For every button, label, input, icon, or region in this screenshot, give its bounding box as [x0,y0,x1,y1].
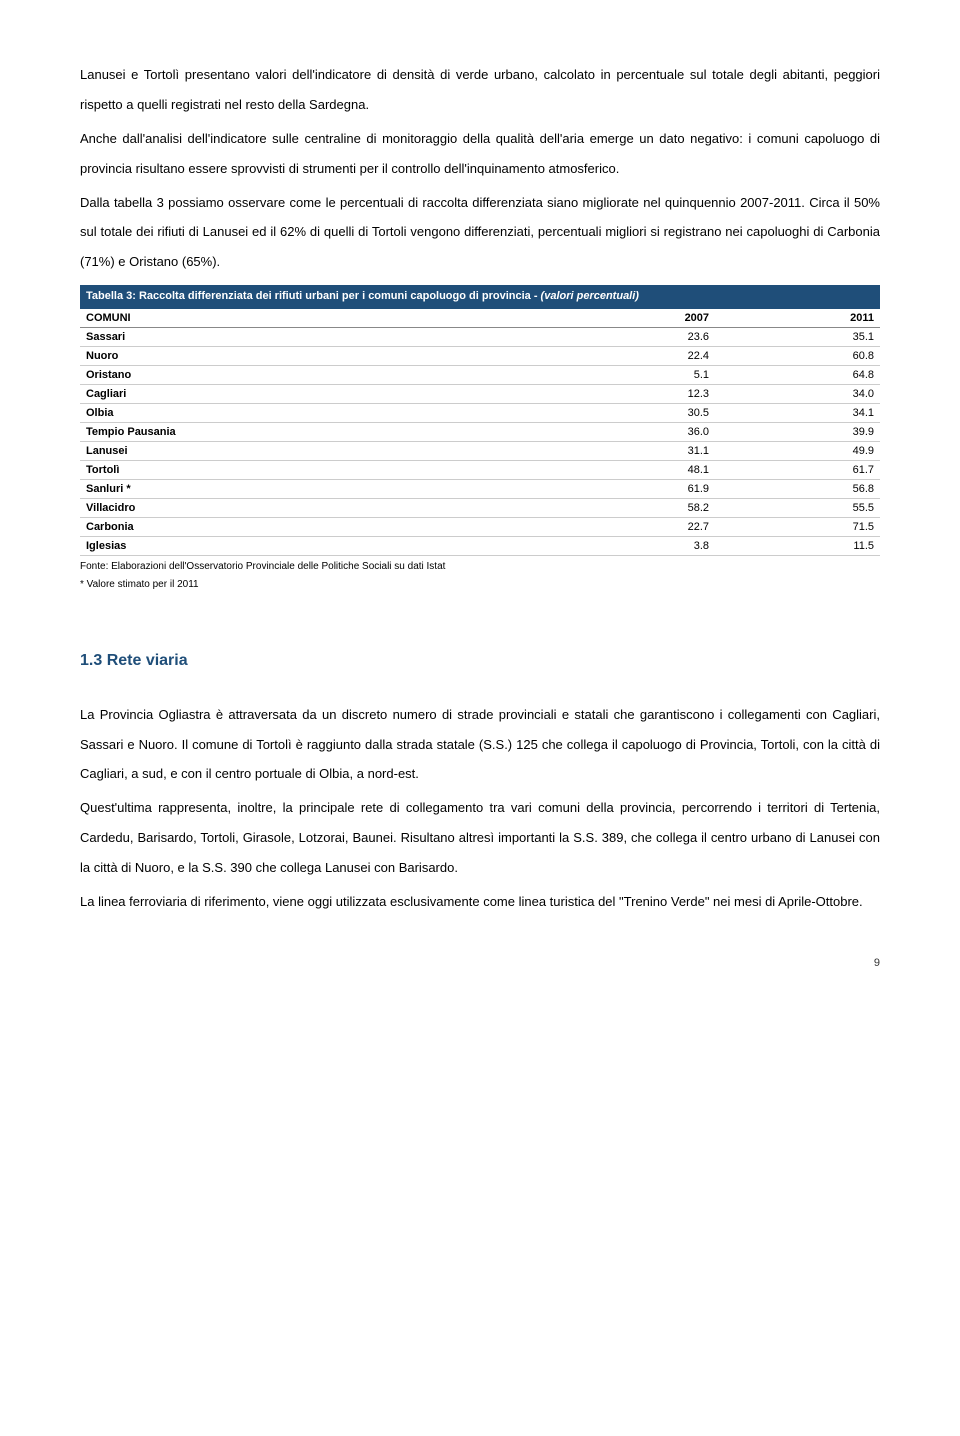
body-paragraph: Lanusei e Tortolì presentano valori dell… [80,60,880,120]
row-label: Cagliari [80,384,547,403]
row-value-2007: 3.8 [547,536,715,555]
row-label: Iglesias [80,536,547,555]
table-header-row: COMUNI 2007 2011 [80,309,880,328]
row-label: Sanluri * [80,479,547,498]
table-row: Carbonia22.771.5 [80,517,880,536]
table-caption: Tabella 3: Raccolta differenziata dei ri… [80,285,880,308]
section-heading: 1.3 Rete viaria [80,652,880,670]
row-value-2007: 5.1 [547,365,715,384]
row-label: Sassari [80,327,547,346]
row-label: Olbia [80,403,547,422]
table-note: * Valore stimato per il 2011 [80,578,880,592]
row-value-2011: 11.5 [715,536,880,555]
row-label: Oristano [80,365,547,384]
row-value-2007: 58.2 [547,498,715,517]
table-row: Sanluri *61.956.8 [80,479,880,498]
row-label: Carbonia [80,517,547,536]
row-label: Tortolì [80,460,547,479]
row-value-2011: 35.1 [715,327,880,346]
table-row: Lanusei31.149.9 [80,441,880,460]
row-value-2007: 30.5 [547,403,715,422]
table-caption-italic: (valori percentuali) [541,290,639,302]
section-paragraph: La Provincia Ogliastra è attraversata da… [80,700,880,790]
table-row: Nuoro22.460.8 [80,346,880,365]
data-table: COMUNI 2007 2011 Sassari23.635.1Nuoro22.… [80,309,880,556]
row-value-2007: 22.4 [547,346,715,365]
table-row: Olbia30.534.1 [80,403,880,422]
table-row: Iglesias3.811.5 [80,536,880,555]
row-value-2011: 60.8 [715,346,880,365]
row-value-2011: 56.8 [715,479,880,498]
row-value-2011: 64.8 [715,365,880,384]
col-header-comuni: COMUNI [80,309,547,328]
row-value-2007: 48.1 [547,460,715,479]
body-paragraph: Anche dall'analisi dell'indicatore sulle… [80,124,880,184]
row-value-2007: 31.1 [547,441,715,460]
section-paragraph: La linea ferroviaria di riferimento, vie… [80,887,880,917]
row-value-2007: 12.3 [547,384,715,403]
table-row: Sassari23.635.1 [80,327,880,346]
page-number: 9 [80,957,880,969]
body-paragraph: Dalla tabella 3 possiamo osservare come … [80,188,880,278]
row-value-2011: 61.7 [715,460,880,479]
table-caption-text: Tabella 3: Raccolta differenziata dei ri… [86,290,541,302]
row-value-2007: 36.0 [547,422,715,441]
table-row: Oristano5.164.8 [80,365,880,384]
row-value-2011: 39.9 [715,422,880,441]
row-value-2007: 61.9 [547,479,715,498]
row-value-2011: 34.0 [715,384,880,403]
table-source: Fonte: Elaborazioni dell'Osservatorio Pr… [80,560,880,574]
row-label: Nuoro [80,346,547,365]
row-label: Villacidro [80,498,547,517]
col-header-2011: 2011 [715,309,880,328]
row-value-2011: 49.9 [715,441,880,460]
row-value-2007: 22.7 [547,517,715,536]
table-row: Tortolì48.161.7 [80,460,880,479]
row-value-2011: 55.5 [715,498,880,517]
row-label: Tempio Pausania [80,422,547,441]
section-paragraph: Quest'ultima rappresenta, inoltre, la pr… [80,793,880,883]
col-header-2007: 2007 [547,309,715,328]
table-row: Villacidro58.255.5 [80,498,880,517]
row-value-2011: 71.5 [715,517,880,536]
table-row: Tempio Pausania36.039.9 [80,422,880,441]
row-value-2007: 23.6 [547,327,715,346]
row-value-2011: 34.1 [715,403,880,422]
table-row: Cagliari12.334.0 [80,384,880,403]
row-label: Lanusei [80,441,547,460]
